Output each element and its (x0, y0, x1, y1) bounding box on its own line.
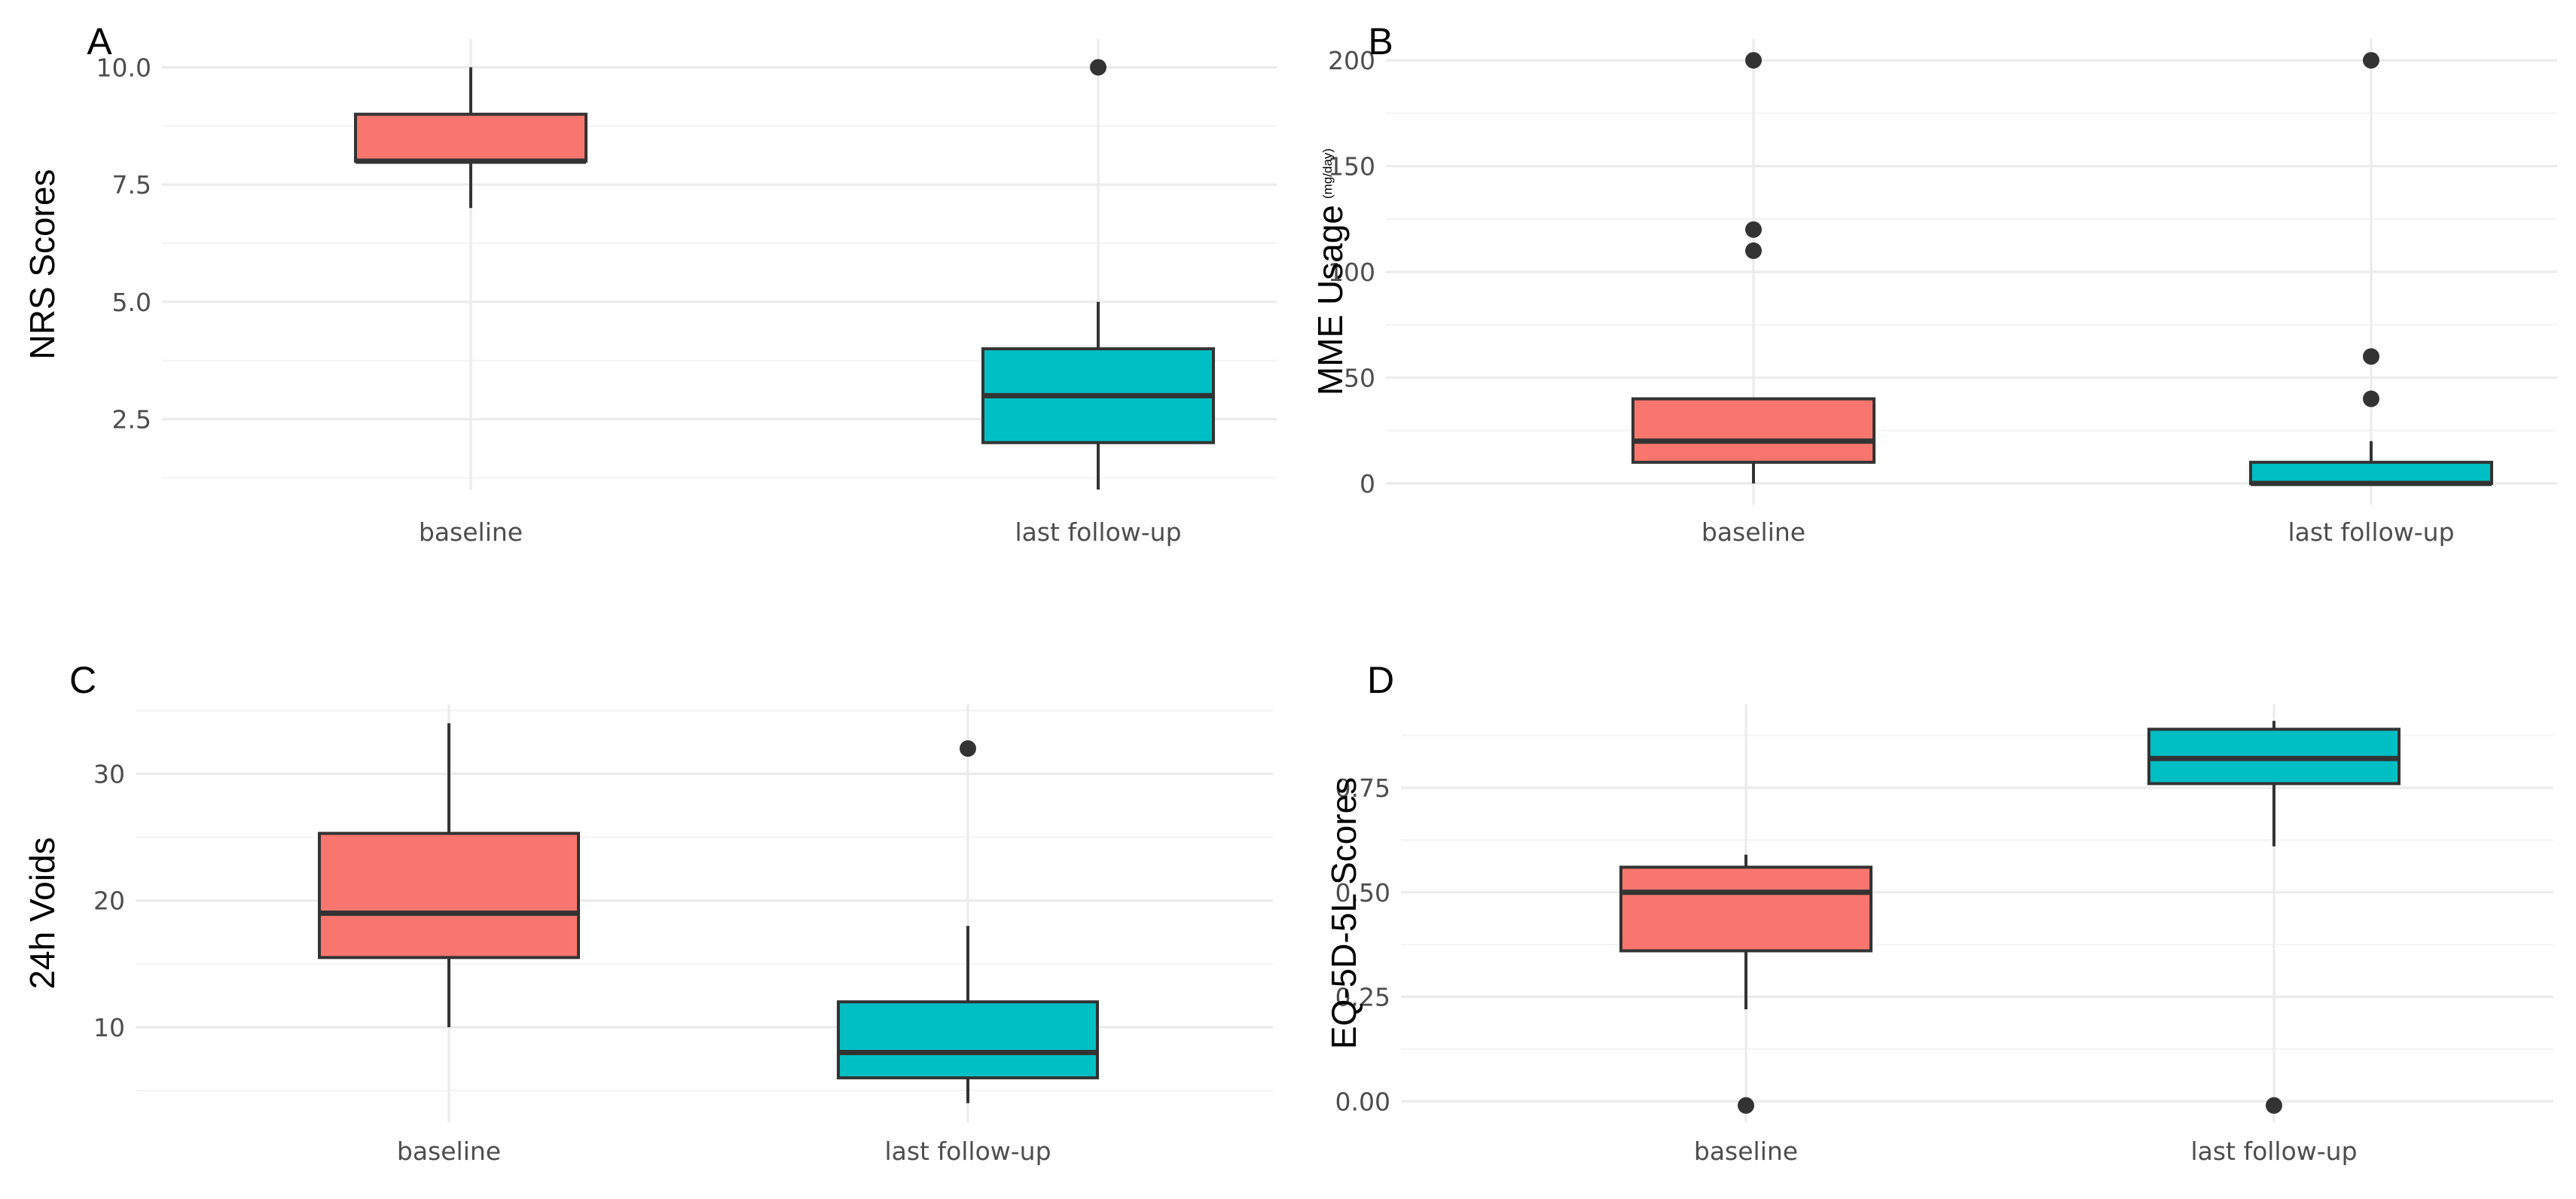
panel-d: 0.00 0.25 0.50 0.75 baseline last follow-up EQ… (1324, 659, 2553, 1166)
box-baseline (318, 723, 580, 1027)
box-baseline (1619, 854, 1872, 1114)
outlier-point (1745, 242, 1762, 259)
y-axis-title: MME Usage (mg/day) (1311, 148, 1350, 395)
y-tick-label: 20 (93, 886, 125, 916)
outlier-point (2363, 390, 2379, 407)
iqr-box (837, 1000, 1099, 1080)
iqr-box (318, 831, 580, 960)
y-tick-label: 100 (1328, 258, 1375, 287)
y-axis-title-text: 24h Voids (23, 837, 62, 989)
y-tick-label: 0.75 (1335, 773, 1390, 803)
iqr-box (2249, 460, 2493, 485)
box-baseline (354, 67, 588, 209)
x-category-label: last follow-up (1015, 517, 1181, 547)
panel-letter: D (1367, 659, 1394, 701)
x-category-label: last follow-up (884, 1136, 1051, 1166)
outlier-point (2266, 1097, 2282, 1114)
y-tick-label: 0.00 (1335, 1087, 1390, 1116)
y-tick-label: 7.5 (112, 170, 151, 200)
y-axis-title: EQ-5D-5L Scores (1324, 777, 1363, 1049)
y-tick-label: 10.0 (96, 53, 151, 82)
outlier-point (2363, 348, 2379, 365)
y-axis-unit: (mg/day) (1320, 148, 1335, 199)
panel-letter: A (87, 20, 112, 63)
iqr-box (354, 112, 588, 163)
y-tick-label: 50 (1344, 363, 1375, 392)
panel-b: 0 50 100 150 200 baseline last follow-up MME Us… (1311, 20, 2557, 547)
y-tick-label: 0 (1360, 469, 1375, 499)
y-axis-title: NRS Scores (23, 169, 62, 359)
x-category-label: baseline (397, 1136, 501, 1166)
y-tick-label: 30 (93, 760, 125, 789)
outlier-point (2363, 52, 2379, 69)
y-tick-label: 150 (1328, 152, 1375, 182)
panel-c: 10 20 30 baseline last follow-up 24h Voids C (23, 659, 1273, 1166)
y-tick-label: 2.5 (112, 405, 151, 435)
box-follow-up (2249, 52, 2493, 487)
x-category-label: baseline (1702, 517, 1805, 547)
outlier-point (960, 740, 976, 757)
y-tick-label: 0.25 (1335, 983, 1390, 1012)
box-follow-up (837, 740, 1099, 1103)
panel-letter: C (69, 659, 96, 701)
x-category-label: baseline (419, 517, 523, 547)
y-axis-title-text: MME Usage (1311, 205, 1350, 395)
y-axis-title: 24h Voids (23, 837, 62, 989)
box-follow-up (981, 59, 1215, 490)
outlier-point (1745, 52, 1762, 69)
x-category-label: last follow-up (2288, 517, 2454, 547)
iqr-box (1619, 865, 1872, 953)
y-axis-title-text: EQ-5D-5L Scores (1324, 777, 1363, 1049)
y-tick-label: 5.0 (112, 288, 151, 317)
y-tick-label: 10 (93, 1013, 125, 1042)
x-category-label: last follow-up (2190, 1136, 2357, 1166)
box-follow-up (2147, 721, 2401, 1114)
iqr-box (1631, 397, 1876, 464)
y-tick-label: 200 (1328, 46, 1375, 75)
x-category-label: baseline (1694, 1136, 1798, 1166)
outlier-point (1738, 1097, 1754, 1114)
panel-letter: B (1368, 20, 1393, 63)
y-axis-title-text: NRS Scores (23, 169, 62, 359)
panel-a: 2.5 5.0 7.5 10.0 baseline last follow-up NRS S… (23, 20, 1277, 547)
y-tick-label: 0.50 (1335, 878, 1390, 908)
box-baseline (1631, 52, 1876, 484)
outlier-point (1090, 59, 1106, 76)
outlier-point (1745, 221, 1762, 238)
